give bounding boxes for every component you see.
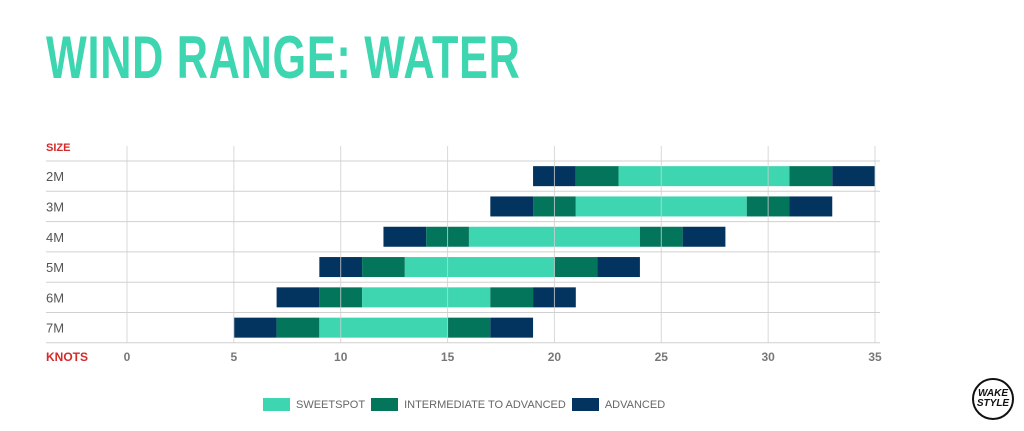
bar-7M-advanced_low: [233, 317, 277, 338]
wakestyle-logo: WAKE STYLE: [972, 378, 1014, 420]
bar-7M-intermediate_high: [447, 317, 491, 338]
bar-6M-intermediate_high: [490, 287, 534, 308]
chart-title: WIND RANGE: WATER: [46, 24, 521, 91]
x-tick-label: 35: [868, 350, 882, 364]
y-tick-label: 2M: [46, 169, 64, 184]
bar-7M-sweetspot: [319, 317, 448, 338]
y-tick-label: 6M: [46, 290, 64, 305]
bar-4M-advanced_low: [383, 226, 427, 247]
legend-label: SWEETSPOT: [296, 398, 366, 411]
legend-swatch-intermediate: [371, 398, 399, 411]
legend-item-intermediate: INTERMEDIATE TO ADVANCED: [371, 398, 566, 411]
logo-line1: WAKE: [978, 388, 1008, 399]
bar-6M-sweetspot: [362, 287, 491, 308]
bar-5M-sweetspot: [404, 257, 555, 278]
y-tick-label: 7M: [46, 321, 64, 336]
bar-4M-advanced_high: [682, 226, 726, 247]
bar-5M-intermediate_low: [362, 257, 405, 278]
bar-5M-advanced_high: [597, 257, 640, 278]
bar-2M-intermediate_low: [575, 166, 619, 187]
y-tick-label: 3M: [46, 199, 64, 214]
bar-5M-intermediate_high: [554, 257, 598, 278]
x-axis-label: KNOTS: [46, 350, 88, 364]
legend-label: INTERMEDIATE TO ADVANCED: [404, 398, 566, 411]
y-tick-label: 4M: [46, 230, 64, 245]
x-tick-label: 10: [334, 350, 348, 364]
legend-swatch-advanced: [571, 398, 599, 411]
y-axis-label: SIZE: [46, 142, 70, 154]
legend-label: ADVANCED: [604, 398, 666, 411]
logo-line2: STYLE: [976, 398, 1010, 409]
y-tick-label: 5M: [46, 260, 64, 275]
bar-2M-intermediate_high: [789, 166, 833, 187]
legend: SWEETSPOT INTERMEDIATE TO ADVANCED ADVAN…: [263, 398, 671, 411]
x-tick-label: 25: [655, 350, 669, 364]
x-tick-label: 30: [761, 350, 775, 364]
bar-7M-advanced_high: [490, 317, 534, 338]
x-tick-label: 15: [441, 350, 455, 364]
bar-7M-intermediate_low: [276, 317, 320, 338]
bar-2M-advanced_high: [832, 166, 875, 187]
legend-item-sweetspot: SWEETSPOT: [263, 398, 365, 411]
x-tick-label: 5: [231, 350, 238, 364]
x-tick-label: 0: [124, 350, 131, 364]
legend-swatch-sweetspot: [263, 398, 290, 411]
bar-6M-advanced_low: [276, 287, 320, 308]
x-tick-label: 20: [548, 350, 562, 364]
bar-2M-sweetspot: [618, 166, 790, 187]
bar-3M-advanced_high: [789, 196, 833, 217]
bar-3M-advanced_low: [490, 196, 534, 217]
legend-item-advanced: ADVANCED: [571, 398, 666, 411]
